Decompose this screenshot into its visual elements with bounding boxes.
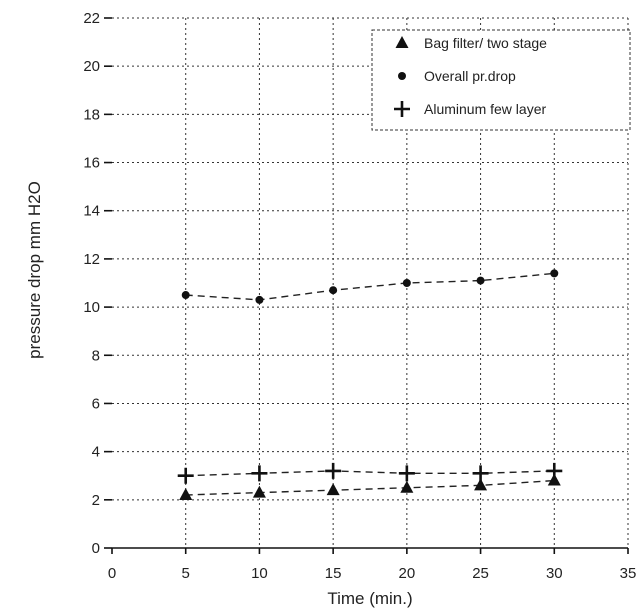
y-tick-label: 6: [92, 395, 100, 412]
y-tick-label: 20: [83, 58, 100, 75]
x-tick-label: 10: [251, 565, 268, 582]
x-tick-label: 5: [182, 565, 190, 582]
y-tick-labels: 0 2 4 6 8 10 12 14 16 18 20 22: [83, 10, 100, 557]
legend-marker-circle: [398, 72, 406, 80]
y-tick-label: 8: [92, 347, 100, 364]
data-point-triangle: [547, 473, 561, 486]
data-point-plus: [546, 462, 563, 479]
data-point-triangle: [474, 478, 488, 491]
series-triangle: [179, 473, 561, 500]
y-tick-label: 2: [92, 492, 100, 509]
x-tick-label: 25: [472, 565, 489, 582]
data-point-circle: [550, 269, 559, 278]
series-line: [185, 479, 555, 496]
y-tick-label: 12: [83, 251, 100, 268]
y-tick-label: 14: [83, 203, 100, 220]
series-line: [185, 272, 555, 301]
data-point-circle: [181, 291, 190, 300]
data-point-triangle: [326, 483, 340, 496]
y-tick-label: 16: [83, 155, 100, 172]
series-plus: [177, 462, 563, 484]
plot-series: [177, 269, 563, 500]
data-point-plus: [251, 465, 268, 482]
data-point-circle: [402, 279, 411, 287]
data-point-plus: [398, 465, 415, 482]
legend-box: [371, 29, 631, 131]
legend-label: Aluminum few layer: [424, 101, 546, 117]
y-tick-label: 18: [83, 106, 100, 123]
legend-label: Bag filter/ two stage: [424, 35, 547, 51]
y-tick-label: 0: [92, 540, 100, 557]
data-point-plus: [325, 462, 342, 479]
data-point-circle: [476, 276, 485, 285]
x-tick-label: 0: [108, 565, 116, 582]
x-tick-label: 35: [620, 565, 637, 582]
y-tick-label: 10: [83, 299, 100, 316]
y-axis-title: pressure drop mm H2O: [25, 181, 44, 359]
data-point-plus: [177, 467, 194, 484]
series-circle: [181, 269, 559, 304]
x-tick-label: 20: [399, 565, 416, 582]
y-tick-label: 22: [83, 10, 100, 27]
legend-marker-plus: [394, 101, 410, 117]
data-point-triangle: [252, 485, 266, 498]
data-point-circle: [255, 295, 264, 304]
x-tick-labels: 0 5 10 15 20 25 30 35: [108, 565, 637, 582]
legend-label: Overall pr.drop: [424, 68, 516, 84]
data-point-plus: [472, 465, 489, 482]
x-axis-title: Time (min.): [327, 589, 412, 608]
data-point-circle: [329, 286, 338, 295]
y-tick-label: 4: [92, 444, 100, 461]
x-tick-label: 15: [325, 565, 342, 582]
series-line: [185, 470, 555, 477]
data-point-triangle: [400, 480, 414, 493]
legend-marker-triangle: [395, 36, 409, 48]
legend: Bag filter/ two stage Overall pr.drop Alum…: [371, 29, 631, 131]
x-tick-label: 30: [546, 565, 563, 582]
axes: [104, 17, 629, 554]
data-point-triangle: [179, 488, 193, 500]
